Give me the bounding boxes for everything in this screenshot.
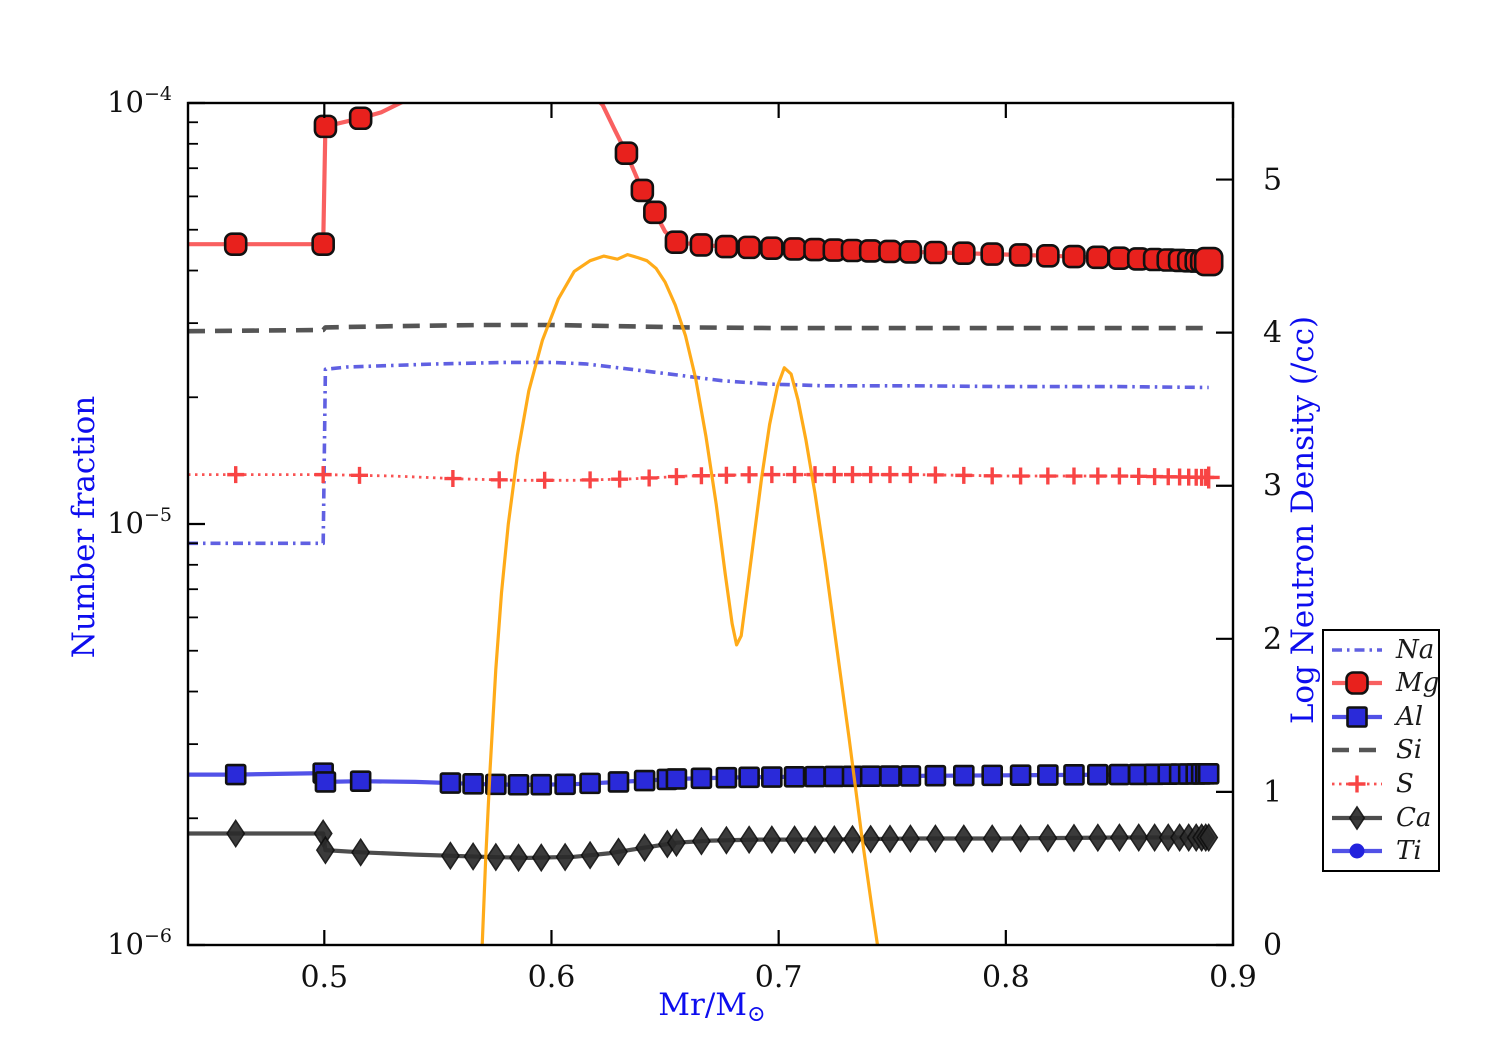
legend-label-al: Al [1396,701,1424,732]
y-axis-label-right: Log Neutron Density (/cc) [1285,315,1321,725]
legend-label-ca: Ca [1396,802,1432,833]
legend-row-mg: Mg [1330,668,1440,699]
y-right-tick-label: 4 [1263,316,1282,351]
axes: 0.5 0.6 0.7 0.8 0.9 10−4 10−5 10−6 0 1 2 3 4 5 [107,83,1282,995]
x-axis-label: Mr/M⊙ [658,987,765,1027]
x-axis: 0.5 0.6 0.7 0.8 0.9 [300,103,1257,995]
y-right-tick-label: 1 [1263,775,1282,810]
series-neutron-density [480,253,880,945]
legend-label-na: Na [1396,634,1435,665]
legend-sample-na-line [1332,647,1382,652]
series-na [188,360,1209,546]
legend-sample-mg-line [1332,671,1382,696]
y-axis-left: 10−4 10−5 10−6 [107,83,205,961]
x-tick-label: 0.8 [982,960,1030,995]
legend-label-ti: Ti [1396,836,1422,867]
legend-row-si: Si [1330,735,1438,766]
legend-sample-s-line [1332,775,1382,793]
x-axis-label-text: Mr/M [658,986,748,1023]
x-tick-label: 0.9 [1209,960,1257,995]
legend-sample-ti-line [1332,843,1382,859]
legend-row-ti: Ti [1330,836,1438,867]
y-left-tick-label: 10−4 [107,83,172,119]
legend-row-ca: Ca [1330,802,1438,833]
legend-row-na: Na [1330,634,1438,665]
legend-sample-al-line [1332,706,1382,728]
legend-box: Na Mg Al Si S Ca Ti [1322,629,1440,872]
y-right-tick-label: 3 [1263,469,1282,504]
legend-label-mg: Mg [1396,668,1440,699]
x-tick-label: 0.5 [300,960,348,995]
x-tick-label: 0.7 [755,960,803,995]
y-axis-label-left: Number fraction [66,395,102,659]
series-s [188,466,1220,489]
y-axis-right: 0 1 2 3 4 5 [1216,163,1282,963]
series-si [188,322,1209,334]
series-ca [188,819,1219,873]
sun-symbol: ⊙ [747,1001,766,1028]
legend-row-al: Al [1330,701,1438,732]
legend-sample-si-line [1332,748,1382,753]
y-right-tick-label: 2 [1263,622,1282,657]
y-right-tick-label: 5 [1263,163,1282,198]
y-right-tick-label: 0 [1263,928,1282,963]
legend-label-si: Si [1396,735,1423,766]
y-left-tick-label: 10−6 [107,925,172,961]
legend-sample-ca-line [1332,805,1382,831]
series-al [188,762,1220,796]
series-mg [188,103,1224,277]
x-tick-label: 0.6 [528,960,576,995]
legend-label-s: S [1396,769,1414,800]
y-left-tick-label: 10−5 [107,504,172,540]
legend-row-s: S [1330,769,1438,800]
